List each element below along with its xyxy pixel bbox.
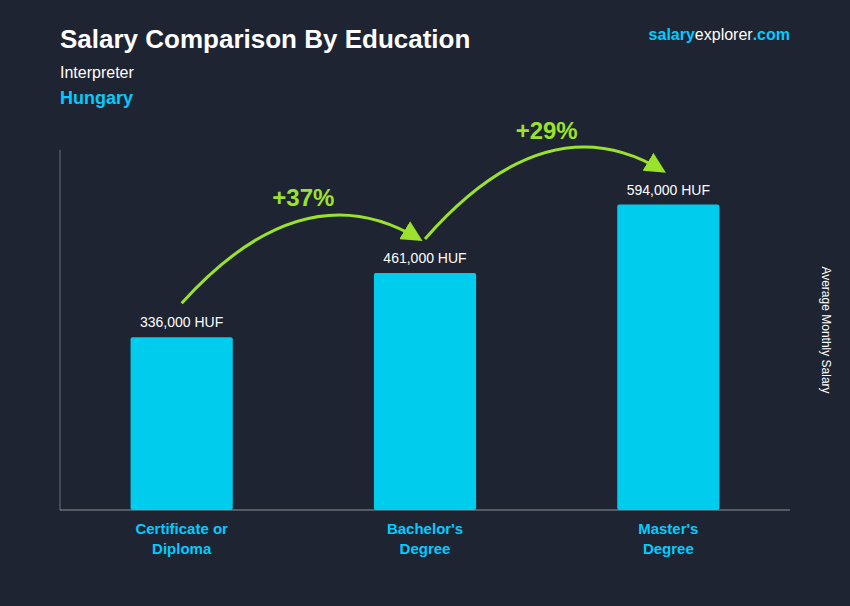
x-tick-label: Master's Degree — [638, 520, 698, 557]
bar — [131, 337, 233, 510]
brand-part: salary — [649, 26, 695, 43]
subtitle: Interpreter — [60, 64, 134, 81]
title: Salary Comparison By Education — [60, 24, 470, 54]
subtitle: Hungary — [60, 88, 133, 108]
bar — [374, 273, 476, 510]
data-label: 594,000 HUF — [627, 182, 710, 198]
data-label: 336,000 HUF — [140, 314, 223, 330]
annotation: +29% — [516, 117, 578, 144]
data-label: 461,000 HUF — [383, 250, 466, 266]
x-tick-label-line: Master's — [638, 520, 698, 537]
x-tick-label: Bachelor's Degree — [387, 520, 463, 557]
bars — [131, 205, 720, 510]
background — [0, 0, 850, 606]
brand-part: .com — [753, 26, 790, 43]
y-axis-label: Average Monthly Salary — [819, 266, 833, 393]
brand-part: explorer — [695, 26, 753, 43]
y-axis-line — [60, 150, 61, 510]
brand: salaryexplorer.com — [649, 26, 790, 43]
change-arrow — [425, 147, 662, 239]
x-tick-label: Certificate or Diploma — [135, 520, 228, 557]
x-tick-label-line: Degree — [643, 540, 694, 557]
annotation: +37% — [272, 184, 334, 211]
x-tick-label-line: Certificate or — [135, 520, 228, 537]
change-arrow — [182, 215, 419, 303]
x-tick-label-line: Bachelor's — [387, 520, 463, 537]
x-tick-label-line: Degree — [400, 540, 451, 557]
chart-container: Salary Comparison By Education Interprete… — [0, 0, 850, 606]
bar — [617, 205, 719, 510]
chart-svg: Salary Comparison By Education Interprete… — [0, 0, 850, 606]
x-tick-label-line: Diploma — [152, 540, 212, 557]
